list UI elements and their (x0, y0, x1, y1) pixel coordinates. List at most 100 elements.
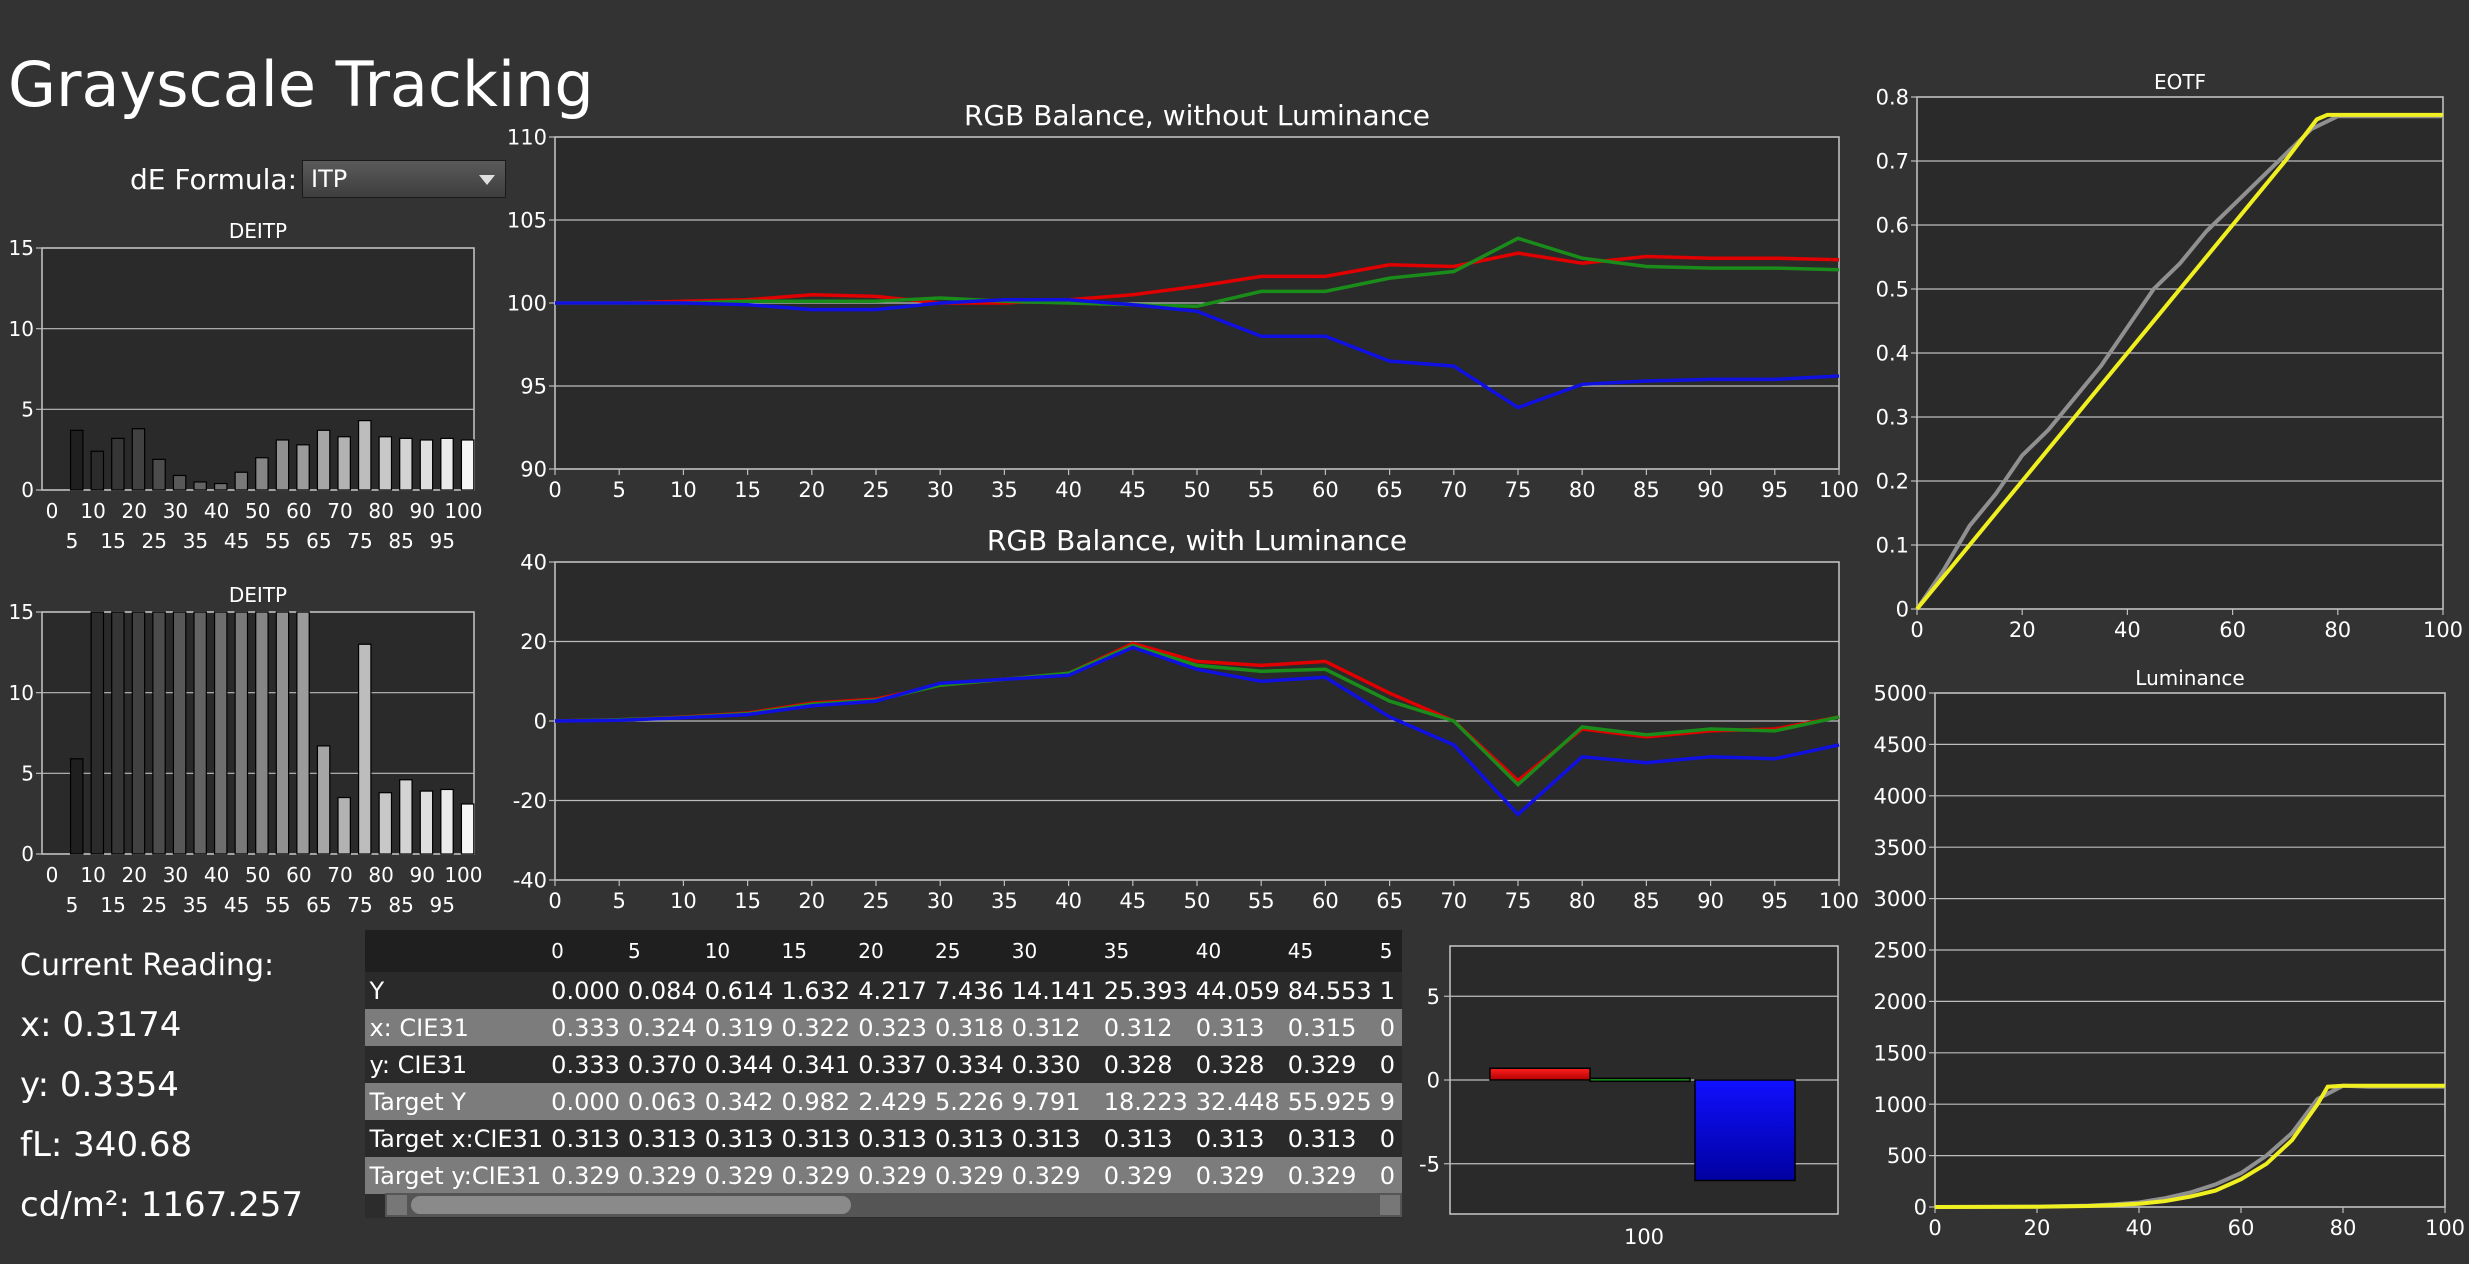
rgb1-xtick-label: 50 (1184, 478, 1211, 502)
table-horizontal-scrollbar[interactable] (385, 1193, 1402, 1217)
luminance-ytick-label: 1500 (1874, 1041, 1927, 1065)
deitp1-bar (69, 429, 84, 491)
deitp2-bar (337, 796, 351, 855)
table-cell: 7.436 (931, 972, 1008, 1009)
bars-ytick-label: 5 (1427, 985, 1440, 1009)
table-cell: 4.217 (854, 972, 931, 1009)
scrollbar-thumb[interactable] (411, 1196, 851, 1214)
deitp2-bar (131, 611, 146, 855)
deitp1-bar (296, 444, 310, 491)
table-cell: 0 (1375, 1120, 1402, 1157)
deitp2-xtick-label: 75 (347, 893, 372, 917)
rgb2-xtick-label: 0 (548, 889, 561, 913)
table-row[interactable]: Y 0.000 0.084 0.614 1.632 4.217 7.436 14.141 25.… (365, 972, 1402, 1009)
deitp1-xtick-label: 50 (245, 499, 270, 523)
rgb2-xtick-label: 80 (1569, 889, 1596, 913)
table-cell: 0.313 (1099, 1120, 1192, 1157)
deitp1-bar (399, 437, 413, 491)
luminance-series-line (1934, 1083, 2445, 1209)
deitp1-bar (152, 458, 166, 491)
luminance-ytick-label: 4000 (1874, 784, 1927, 808)
scroll-right-icon[interactable] (1380, 1195, 1400, 1215)
table-cell: 0.328 (1191, 1046, 1284, 1083)
measurement-table[interactable]: 0 5 10 15 20 25 30 35 40 45 5 Y 0.000 0.084 0.614 1.632… (365, 930, 1402, 1218)
deitp1-xtick-label: 90 (410, 499, 435, 523)
column-header: 40 (1191, 930, 1284, 972)
de-formula-select[interactable]: ITP (302, 160, 506, 198)
table-cell: 1.632 (777, 972, 855, 1009)
deitp2-bar (90, 611, 105, 855)
deitp1-xtick-label: 55 (265, 529, 290, 553)
deitp1-xtick-label: 85 (388, 529, 413, 553)
scroll-left-icon[interactable] (387, 1195, 407, 1215)
column-header: 0 (547, 930, 624, 972)
bars-bar (1694, 1079, 1796, 1182)
deitp2-xtick-label: 45 (224, 893, 249, 917)
deitp1-bar (275, 439, 290, 491)
luminance-xtick-label: 20 (2024, 1216, 2051, 1240)
table-cell: 0.329 (1283, 1157, 1376, 1194)
table-cell: 0.329 (623, 1157, 701, 1194)
deitp1-xtick-label: 30 (163, 499, 188, 523)
column-header: 35 (1099, 930, 1192, 972)
rgb1-xtick-label: 30 (927, 478, 954, 502)
rgb1-series-line (555, 297, 1840, 410)
deitp1-xtick-label: 75 (347, 529, 372, 553)
table-cell: 0.982 (777, 1083, 855, 1120)
eotf-xtick-label: 100 (2423, 618, 2463, 642)
rgb1-title: RGB Balance, without Luminance (964, 99, 1430, 132)
table-row[interactable]: Target y:CIE31 0.329 0.329 0.329 0.329 0.329 0… (365, 1157, 1402, 1194)
deitp2-bar (234, 611, 249, 855)
deitp1-xtick-label: 5 (66, 529, 79, 553)
rgb2-ytick-label: 40 (520, 551, 547, 575)
deitp1-xtick-label: 25 (142, 529, 167, 553)
deitp1-ytick-label: 15 (9, 236, 34, 260)
rgb1-xtick-label: 90 (1697, 478, 1724, 502)
table-row[interactable]: Target x:CIE31 0.313 0.313 0.313 0.313 0.313 0… (365, 1120, 1402, 1157)
deitp1-bar (172, 474, 187, 491)
rgb1-xtick-label: 65 (1376, 478, 1403, 502)
column-header: 25 (931, 930, 1008, 972)
deitp2-xtick-label: 60 (286, 863, 311, 887)
deitp2-xtick-label: 70 (327, 863, 352, 887)
row-label: x: CIE31 (365, 1009, 548, 1046)
eotf-ytick-label: 0.3 (1876, 406, 1909, 430)
deitp1-bar (316, 429, 331, 491)
rgb1-series-line (555, 251, 1840, 305)
table-cell: 0.329 (854, 1157, 931, 1194)
table-row[interactable]: y: CIE31 0.333 0.370 0.344 0.341 0.337 0.334 0.… (365, 1046, 1402, 1083)
deitp1-bar (193, 481, 207, 491)
deitp2-bar (440, 788, 454, 855)
column-header: 45 (1283, 930, 1376, 972)
deitp2-ytick-label: 5 (21, 762, 34, 786)
table-cell: 0.344 (700, 1046, 778, 1083)
rgb1-ytick-label: 90 (520, 458, 547, 482)
luminance-ytick-label: 2000 (1874, 990, 1927, 1014)
deitp2-title: DEITP (229, 583, 287, 607)
luminance-ytick-label: 500 (1887, 1144, 1927, 1168)
eotf-ytick-label: 0.2 (1876, 470, 1909, 494)
table-cell: 0.329 (1191, 1157, 1284, 1194)
rgb2-xtick-label: 30 (927, 889, 954, 913)
deitp1-xtick-label: 80 (368, 499, 393, 523)
table-cell: 0.318 (931, 1009, 1008, 1046)
table-row[interactable]: Target Y 0.000 0.063 0.342 0.982 2.429 5.226 9.… (365, 1083, 1402, 1120)
rgb2-ytick-label: -20 (513, 789, 547, 813)
rgb2-ytick-label: 20 (520, 630, 547, 654)
luminance-ytick-label: 3000 (1874, 887, 1927, 911)
deitp2-ytick-label: 0 (21, 842, 34, 866)
rgb1-ytick-label: 95 (520, 375, 547, 399)
deitp2-bar (193, 611, 207, 855)
eotf-xtick-label: 40 (2114, 618, 2141, 642)
table-row[interactable]: x: CIE31 0.333 0.324 0.319 0.322 0.323 0.318 0.… (365, 1009, 1402, 1046)
table-cell: 1 (1375, 972, 1402, 1009)
deitp2-xtick-label: 50 (245, 863, 270, 887)
deitp1-bar (337, 436, 351, 491)
rgb1-xtick-label: 5 (613, 478, 626, 502)
rgb2-xtick-label: 5 (613, 889, 626, 913)
deitp2-xtick-label: 65 (306, 893, 331, 917)
eotf-ytick-label: 0.4 (1876, 342, 1909, 366)
current-reading-panel: Current Reading: x: 0.3174 y: 0.3354 fL:… (20, 948, 303, 1245)
table-cell: 0.313 (854, 1120, 931, 1157)
table-cell: 9.791 (1007, 1083, 1100, 1120)
